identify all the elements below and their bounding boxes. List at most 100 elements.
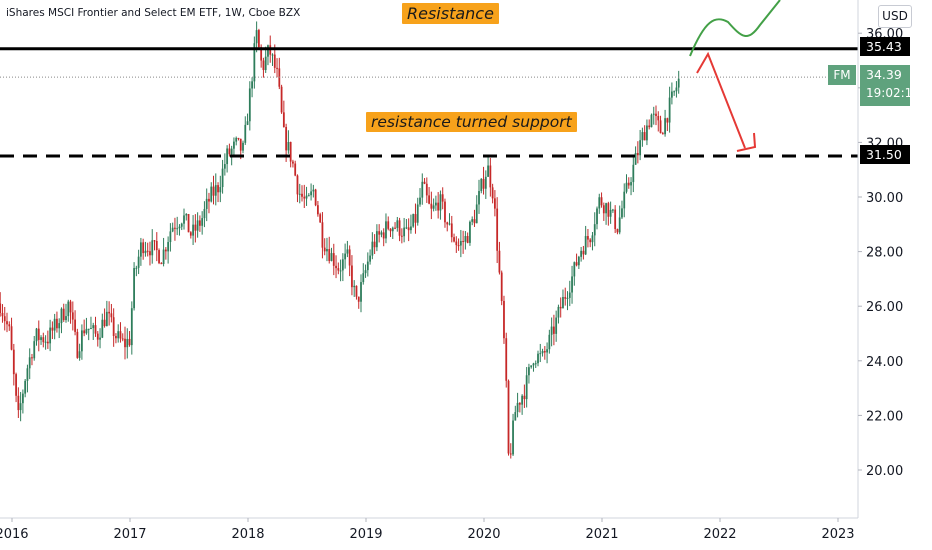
candle	[128, 331, 131, 347]
candle	[94, 316, 97, 337]
candle-body	[410, 226, 412, 231]
candle	[346, 240, 349, 258]
candle-body	[56, 318, 58, 329]
candle	[323, 238, 326, 256]
candle-body	[176, 228, 179, 230]
candle	[580, 246, 583, 262]
candle	[550, 317, 553, 347]
candle-body	[83, 330, 86, 334]
candle-body	[158, 250, 160, 264]
candle	[246, 113, 249, 126]
currency-button[interactable]: USD	[878, 5, 912, 28]
candle-body	[421, 181, 424, 198]
candle-body	[162, 249, 165, 265]
candle	[187, 213, 190, 233]
candle	[292, 159, 294, 168]
candle-body	[303, 196, 306, 199]
candle-body	[196, 220, 199, 231]
candle-body	[471, 219, 474, 222]
candle-body	[264, 56, 267, 71]
candle	[341, 253, 344, 282]
candle-body	[10, 326, 13, 350]
candle-body	[387, 221, 390, 229]
candle-body	[450, 223, 453, 238]
candle-body	[135, 267, 138, 269]
candle	[416, 197, 419, 226]
candle	[625, 174, 628, 194]
candle-body	[169, 231, 172, 243]
candle	[605, 202, 607, 225]
y-tick-label: 26.00	[866, 300, 903, 315]
candle-body	[316, 205, 319, 215]
candle-body	[198, 220, 201, 226]
candle-body	[473, 219, 476, 224]
candle-body	[74, 319, 76, 332]
candle	[40, 335, 42, 345]
candle-body	[543, 351, 546, 353]
candle	[237, 137, 240, 141]
candle-body	[171, 227, 174, 232]
candle-body	[210, 186, 213, 202]
candle-body	[31, 357, 33, 359]
candle-body	[212, 186, 215, 196]
candle-body	[621, 208, 623, 218]
candle-body	[489, 165, 492, 188]
candle-body	[69, 301, 72, 313]
candle	[428, 187, 430, 205]
candle-body	[12, 349, 15, 375]
candle	[387, 216, 390, 231]
candle	[149, 241, 151, 266]
candle	[482, 166, 485, 195]
candle	[271, 53, 274, 66]
candle	[521, 394, 524, 415]
candle-body	[94, 325, 97, 334]
candle	[607, 201, 610, 226]
candle	[403, 217, 406, 243]
resistance-label: Resistance	[402, 3, 499, 24]
candle	[110, 303, 113, 323]
candle	[21, 389, 24, 414]
candle	[627, 177, 630, 189]
candle	[280, 84, 283, 114]
candle	[496, 197, 499, 264]
candle	[65, 303, 67, 323]
candle-body	[262, 60, 265, 71]
candle	[316, 200, 319, 217]
candle	[596, 206, 598, 230]
candle	[425, 177, 428, 203]
candle	[548, 329, 551, 354]
candle-body	[380, 232, 383, 235]
candle	[466, 232, 469, 244]
candle	[584, 225, 587, 256]
candle	[133, 262, 135, 311]
candle	[464, 231, 467, 250]
candle	[543, 346, 546, 360]
candle-body	[273, 54, 276, 68]
candle	[142, 238, 145, 260]
candle	[180, 222, 183, 231]
candle	[646, 119, 648, 146]
chart-title: iShares MSCI Frontier and Select EM ETF,…	[6, 7, 301, 19]
candle-body	[539, 353, 542, 355]
candle-body	[657, 115, 660, 121]
candle-body	[267, 45, 269, 57]
candle-body	[203, 208, 206, 219]
candle-body	[453, 237, 455, 242]
candle	[475, 195, 478, 224]
candle-body	[360, 282, 362, 302]
candle	[198, 215, 201, 232]
candle-body	[346, 249, 349, 254]
candle-body	[187, 214, 190, 233]
candle	[423, 178, 426, 185]
candle-body	[378, 231, 381, 235]
candle-body	[655, 113, 657, 116]
candle-body	[151, 240, 154, 256]
candle	[174, 217, 176, 241]
candle	[305, 186, 308, 206]
candle-body	[503, 300, 505, 339]
resistance-price-tag: 35.43	[860, 37, 910, 56]
candle-body	[301, 193, 303, 197]
candle	[434, 195, 437, 211]
